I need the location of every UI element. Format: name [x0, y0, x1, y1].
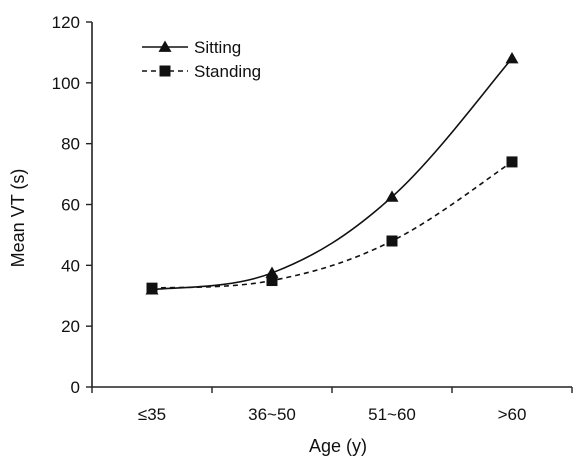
data-point-standing — [506, 156, 518, 168]
y-tick-label: 120 — [52, 13, 80, 32]
y-tick-label: 60 — [61, 196, 80, 215]
legend-marker-standing — [159, 65, 171, 77]
series-layer — [145, 52, 519, 295]
y-axis-title: Mean VT (s) — [8, 169, 28, 268]
y-tick-label: 0 — [71, 378, 80, 397]
y-tick-label: 100 — [52, 74, 80, 93]
data-point-standing — [266, 275, 278, 287]
y-tick-label: 20 — [61, 317, 80, 336]
series-line-sitting — [151, 57, 513, 291]
x-axis-ticks: ≤35 36~50 51~60 >60 — [91, 387, 573, 424]
data-point-standing — [386, 235, 398, 247]
legend-label-sitting: Sitting — [194, 38, 241, 57]
axes — [91, 22, 572, 388]
y-axis-ticks: 0 20 40 60 80 100 120 — [52, 13, 92, 397]
data-point-sitting — [385, 190, 399, 202]
y-tick-label: 80 — [61, 135, 80, 154]
data-point-standing — [146, 282, 158, 294]
series-sitting — [145, 52, 519, 295]
x-tick-label: >60 — [498, 405, 527, 424]
y-tick-label: 40 — [61, 256, 80, 275]
legend-marker-sitting — [158, 40, 172, 52]
data-point-sitting — [265, 266, 279, 278]
x-axis-title: Age (y) — [309, 436, 367, 456]
data-point-sitting — [505, 52, 519, 64]
legend: Sitting Standing — [142, 38, 261, 81]
x-tick-label: ≤35 — [138, 405, 166, 424]
x-tick-label: 36~50 — [248, 405, 296, 424]
legend-label-standing: Standing — [194, 62, 261, 81]
series-standing — [146, 156, 518, 294]
series-line-standing — [151, 161, 513, 289]
x-tick-label: 51~60 — [368, 405, 416, 424]
